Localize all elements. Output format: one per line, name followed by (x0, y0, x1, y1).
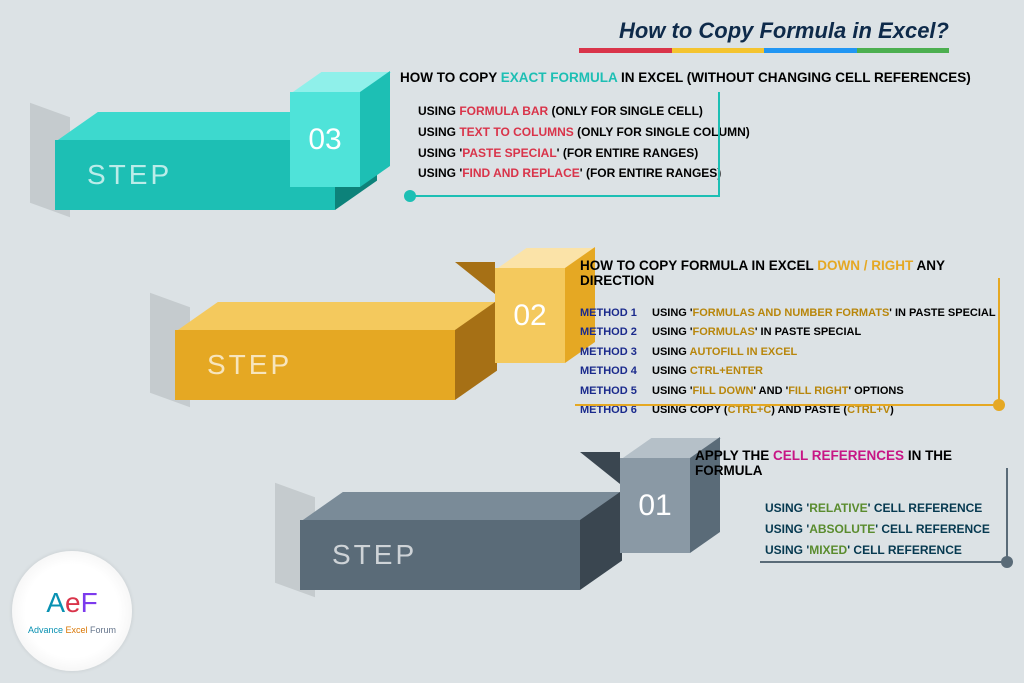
step-3-number: 03 (290, 92, 360, 187)
step-3-heading: HOW TO COPY EXACT FORMULA IN EXCEL (WITH… (400, 70, 980, 85)
logo-word-2: Excel (63, 625, 90, 635)
step-2-connector (575, 278, 1000, 406)
logo-word-1: Advance (28, 625, 63, 635)
step-2-number: 02 (495, 268, 565, 363)
step-1-connector (760, 468, 1008, 563)
step-1-number: 01 (620, 458, 690, 553)
page-title: How to Copy Formula in Excel? (619, 18, 949, 44)
step-2-label: STEP (175, 330, 455, 400)
title-underline (579, 48, 949, 53)
step-3-connector (410, 92, 720, 197)
logo-word-3: Forum (90, 625, 116, 635)
step-1-label: STEP (300, 520, 580, 590)
brand-logo: AeF Advance Excel Forum (12, 551, 132, 671)
